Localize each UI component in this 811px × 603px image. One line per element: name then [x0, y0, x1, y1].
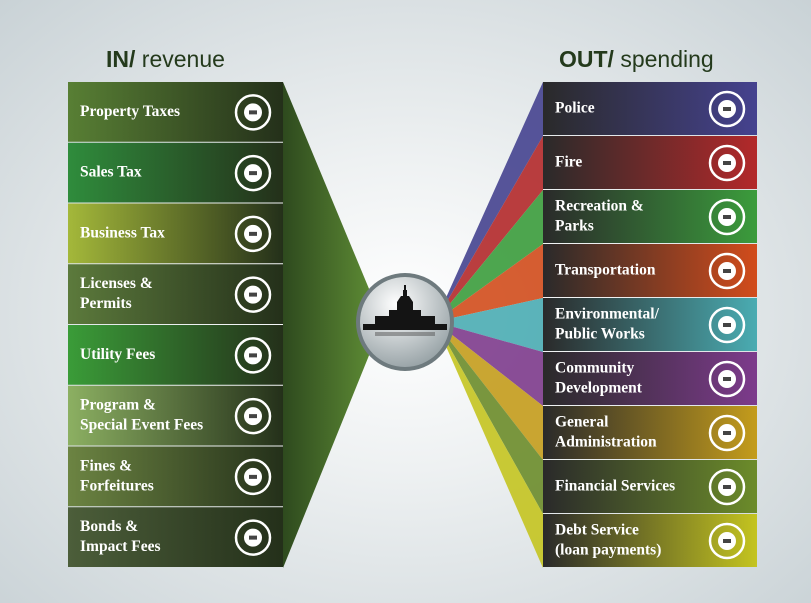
item-label: Sales Tax	[80, 164, 142, 181]
item-label: Fines &	[80, 457, 132, 474]
item-label: Licenses &	[80, 275, 153, 292]
icon-detail	[249, 353, 257, 357]
item-label: Impact Fees	[80, 538, 161, 555]
revenue-label: revenue	[142, 46, 225, 72]
item-label: Environmental/	[555, 306, 660, 323]
item-label: Financial Services	[555, 478, 675, 495]
item-label: Debt Service	[555, 522, 639, 539]
item-label: Program &	[80, 397, 156, 414]
item-label: Parks	[555, 218, 594, 235]
item-label: General	[555, 414, 609, 431]
item-label: Public Works	[555, 326, 645, 343]
diagram: Property Taxes Sales Tax Business Tax Licen…	[0, 0, 811, 603]
icon-detail	[723, 161, 731, 165]
capitol-reflection	[375, 332, 435, 336]
revenue-heading: IN/ revenue	[106, 46, 225, 73]
spending-label: spending	[620, 46, 713, 72]
icon-detail	[723, 377, 731, 381]
item-label: Utility Fees	[80, 346, 155, 363]
item-label: Police	[555, 100, 595, 117]
item-label: Administration	[555, 434, 657, 451]
spending-heading: OUT/ spending	[559, 46, 714, 73]
icon-detail	[249, 536, 257, 540]
icon-detail	[723, 215, 731, 219]
icon-detail	[249, 414, 257, 418]
icon-detail	[249, 110, 257, 114]
icon-detail	[249, 475, 257, 479]
icon-detail	[723, 485, 731, 489]
item-label: Business Tax	[80, 224, 165, 241]
icon-detail	[723, 323, 731, 327]
item-label: Fire	[555, 154, 582, 171]
item-label: Community	[555, 360, 634, 377]
icon-detail	[723, 431, 731, 435]
icon-detail	[723, 107, 731, 111]
icon-detail	[249, 232, 257, 236]
in-label: IN/	[106, 46, 135, 72]
item-label: Property Taxes	[80, 103, 180, 120]
item-label: Permits	[80, 295, 132, 312]
icon-detail	[249, 171, 257, 175]
item-label: Bonds &	[80, 518, 138, 535]
out-label: OUT/	[559, 46, 614, 72]
icon-detail	[249, 293, 257, 297]
item-label: Recreation &	[555, 198, 644, 215]
item-label: (loan payments)	[555, 542, 661, 559]
item-label: Forfeitures	[80, 477, 154, 494]
icon-detail	[723, 539, 731, 543]
infographic: Property Taxes Sales Tax Business Tax Licen…	[0, 0, 811, 603]
icon-detail	[723, 269, 731, 273]
item-label: Transportation	[555, 262, 656, 279]
item-label: Development	[555, 380, 643, 397]
item-label: Special Event Fees	[80, 417, 203, 434]
